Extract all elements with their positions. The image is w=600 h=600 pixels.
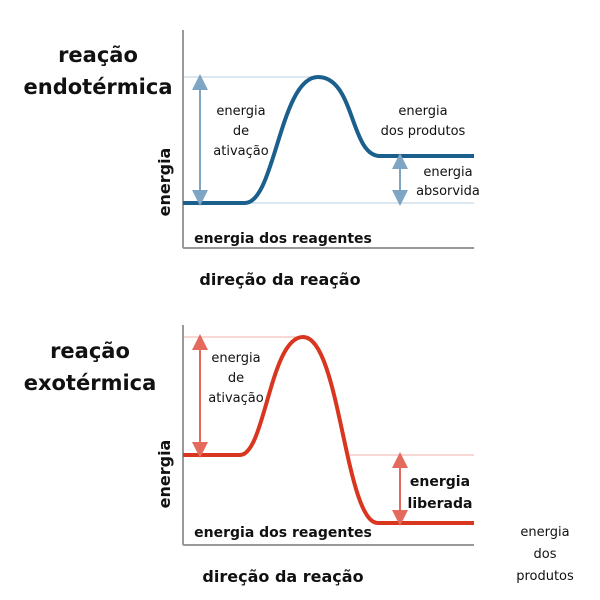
- delta-label: absorvida: [416, 184, 480, 199]
- delta-label: energia: [423, 165, 472, 180]
- products-label: energia: [398, 104, 447, 119]
- reactants-label: energia dos reagentes: [194, 231, 372, 247]
- y-axis-label: energia: [155, 440, 174, 509]
- products-label: dos produtos: [381, 124, 466, 139]
- endothermic-diagram: reação endotérmica energia direção da re…: [24, 30, 480, 289]
- y-axis-label: energia: [155, 148, 174, 217]
- activation-label: de: [233, 124, 249, 139]
- activation-label: ativação: [213, 144, 268, 159]
- reactants-label: energia dos reagentes: [194, 525, 372, 541]
- title: reação: [58, 43, 138, 67]
- delta-label: liberada: [408, 496, 473, 512]
- title: reação: [50, 339, 130, 363]
- activation-label: ativação: [208, 391, 263, 406]
- exothermic-diagram: reação exotérmica energia direção da rea…: [24, 325, 574, 586]
- products-label: produtos: [516, 569, 574, 584]
- energy-curve: [183, 74, 474, 205]
- x-axis-label: direção da reação: [199, 270, 360, 289]
- title: exotérmica: [24, 371, 157, 395]
- products-label: dos: [534, 547, 557, 562]
- activation-label: de: [228, 371, 244, 386]
- products-label: energia: [520, 525, 569, 540]
- delta-label: energia: [410, 474, 470, 490]
- x-axis-label: direção da reação: [202, 567, 363, 586]
- activation-label: energia: [216, 104, 265, 119]
- activation-label: energia: [211, 351, 260, 366]
- title: endotérmica: [24, 75, 173, 99]
- energy-curve: [183, 334, 474, 525]
